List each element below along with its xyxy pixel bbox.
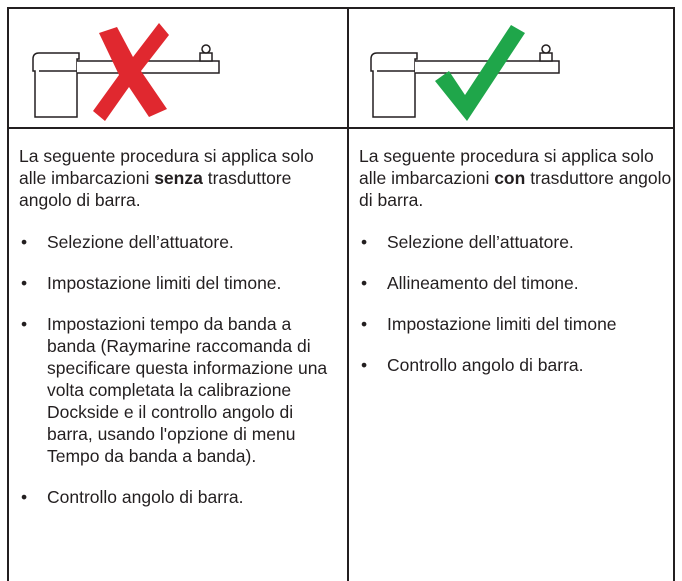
intro: La seguente procedura si applica solo al…: [359, 145, 677, 211]
intro-text: La seguente procedura si applica solo al…: [359, 146, 654, 188]
intro-emphasis: senza: [154, 168, 203, 188]
column-divider: [347, 9, 349, 581]
bullet-item: Impostazione limiti del timone: [361, 313, 677, 335]
bullet-item: Selezione dell’attuatore.: [361, 231, 677, 253]
intro-text: La seguente procedura si applica solo al…: [19, 146, 314, 188]
bullet-item: Controllo angolo di barra.: [21, 486, 337, 508]
intro-text: trasduttore angolo di barra.: [359, 168, 672, 210]
comparison-table: La seguente procedura si applica solo al…: [7, 7, 675, 581]
column: La seguente procedura si applica solo al…: [359, 145, 677, 395]
bullet-item: Impostazioni tempo da banda a banda (Ray…: [21, 313, 337, 467]
intro: La seguente procedura si applica solo al…: [19, 145, 337, 211]
intro-text: trasduttore angolo di barra.: [19, 168, 292, 210]
row-divider: [9, 127, 673, 129]
column: La seguente procedura si applica solo al…: [19, 145, 337, 527]
intro-emphasis: con: [494, 168, 526, 188]
bullet-list: Selezione dell’attuatore. Impostazione li…: [19, 231, 337, 508]
icon-with: [370, 25, 560, 121]
bullet-list: Selezione dell’attuatore. Allineamento de…: [359, 231, 677, 376]
bullet-item: Controllo angolo di barra.: [361, 354, 677, 376]
icon-without: [32, 23, 220, 121]
bullet-item: Impostazione limiti del timone.: [21, 272, 337, 294]
bullet-item: Selezione dell’attuatore.: [21, 231, 337, 253]
bullet-item: Allineamento del timone.: [361, 272, 677, 294]
